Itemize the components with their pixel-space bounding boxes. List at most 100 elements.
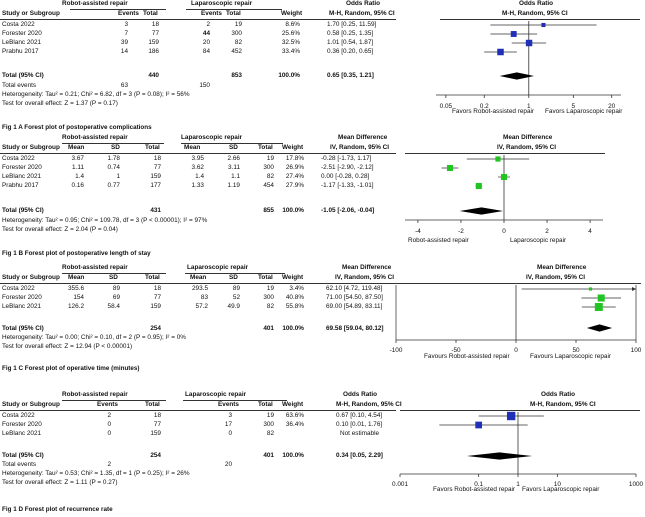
total-1: 77 (153, 421, 161, 428)
mean-1: 154 (73, 294, 84, 301)
total-1: 18 (153, 285, 161, 292)
total-2: 452 (231, 48, 242, 55)
group1-header: Robot-assisted repair (62, 264, 128, 271)
study-marker (497, 48, 504, 56)
panel-d: Robot-assisted repair Laparoscopic repai… (0, 391, 645, 506)
events-2: 2 (206, 21, 210, 28)
total-2: 454 (263, 182, 274, 189)
total-n1: 254 (150, 452, 161, 459)
axis-tick-label: 20 (608, 103, 616, 110)
group1-header: Robot-assisted repair (62, 391, 128, 398)
effect-ci: -2.51 [-2.90, -2.12] (321, 164, 374, 171)
mean-1: 3.67 (71, 155, 84, 162)
weight: 27.4% (285, 173, 304, 180)
total-1: 77 (151, 30, 159, 37)
axis-tick-label: 5 (572, 103, 576, 110)
sd-1: 69 (112, 294, 120, 301)
total-2: 300 (263, 164, 274, 171)
total-label: Total (95% CI) (2, 72, 44, 79)
events-2: 44 (202, 30, 210, 37)
total-1: 159 (148, 39, 159, 46)
axis-tick-label: 0 (514, 347, 518, 354)
effect-ci: 1.01 [0.54, 1.87] (327, 39, 374, 46)
overall-effect-text: Test for overall effect: Z = 1.37 (P = 0… (2, 100, 118, 107)
total-weight: 100.0% (282, 207, 304, 214)
pooled-diamond (466, 452, 533, 460)
total-n2: 853 (231, 72, 242, 79)
events-1: 3 (124, 21, 128, 28)
heterogeneity-text: Heterogeneity: Tau² = 0.53; Chi² = 1.35,… (2, 470, 190, 477)
sd-1: 1 (116, 173, 120, 180)
effect-subheader: M-H, Random, 95% CI (336, 401, 402, 408)
events-1: 14 (120, 48, 128, 55)
events-2: 20 (202, 39, 210, 46)
total-1: 186 (148, 48, 159, 55)
sd-1: 89 (112, 285, 120, 292)
total-2: 19 (266, 412, 274, 419)
heterogeneity-text: Heterogeneity: Tau² = 0.00; Chi² = 0.10,… (2, 334, 186, 341)
favors-left: Favors Robot-assisted repair (452, 108, 535, 115)
plot-subheader: M-H, Random, 95% CI (530, 401, 596, 408)
axis-tick-label: 1000 (629, 481, 644, 488)
mean-1: 0.16 (71, 182, 84, 189)
study-marker (588, 287, 593, 291)
study-marker (594, 303, 603, 311)
col-study: Study or Subgroup (2, 401, 60, 408)
study-name: Prabhu 2017 (2, 48, 39, 55)
total-events-label: Total events (2, 461, 37, 468)
plot-header: Mean Difference (503, 134, 553, 141)
effect-subheader: M-H, Random, 95% CI (329, 10, 395, 17)
favors-right: Favors Laparoscopic repair (545, 108, 623, 115)
total-1: 159 (150, 430, 161, 437)
study-marker (475, 182, 482, 190)
col-mean-2: Mean (190, 274, 207, 281)
effect-ci: Not estimable (340, 430, 380, 437)
effect-header: Mean Difference (338, 134, 388, 141)
effect-ci: -0.28 [-1.73, 1.17] (321, 155, 372, 162)
plot-header: Mean Difference (537, 264, 587, 271)
study-name: Costa 2022 (2, 155, 35, 162)
axis-tick-label: 0 (502, 228, 506, 235)
total-label: Total (95% CI) (2, 325, 44, 332)
favors-left: Favors Robot-assisted repair (433, 486, 516, 493)
total-weight: 100.0% (278, 72, 300, 79)
total-2: 300 (231, 30, 242, 37)
effect-ci: 71.00 [54.50, 87.50] (326, 294, 383, 301)
study-marker (597, 294, 605, 302)
events-2: 3 (228, 412, 232, 419)
col-events-1: Events (118, 10, 139, 17)
effect-subheader: IV, Random, 95% CI (335, 274, 395, 281)
axis-tick-label: 0.2 (480, 103, 489, 110)
events-1: 2 (107, 412, 111, 419)
effect-header: Odds Ratio (343, 391, 378, 398)
study-name: LeBlanc 2021 (2, 39, 42, 46)
axis-tick-label: 1 (516, 481, 520, 488)
events-1: 39 (120, 39, 128, 46)
events-1: 0 (107, 421, 111, 428)
effect-subheader: IV, Random, 95% CI (330, 144, 390, 151)
panel-a: Robot-assisted repair Laparoscopic repai… (0, 0, 645, 118)
mean-2: 83 (200, 294, 208, 301)
plot-subheader: IV, Random, 95% CI (526, 274, 586, 281)
effect-ci: 0.67 [0.10, 4.54] (336, 412, 383, 419)
axis-tick-label: 50 (572, 347, 580, 354)
plot-subheader: IV, Random, 95% CI (497, 144, 557, 151)
total-1: 159 (150, 173, 161, 180)
axis-tick-label: 4 (588, 228, 592, 235)
mean-1: 1.11 (72, 164, 84, 171)
col-total-1: Total (145, 274, 160, 281)
events-2: 84 (202, 48, 210, 55)
total-ci: 0.65 [0.35, 1.21] (327, 72, 374, 79)
axis-tick-label: 1 (527, 103, 531, 110)
pooled-diamond (459, 207, 504, 215)
col-sd-1: SD (111, 144, 120, 151)
weight: 17.8% (285, 155, 304, 162)
study-marker (446, 164, 453, 172)
ci-arrow (632, 287, 636, 291)
study-marker (495, 156, 501, 162)
study-name: Costa 2022 (2, 285, 35, 292)
sd-1: 0.77 (107, 182, 120, 189)
total-n1: 440 (148, 72, 159, 79)
weight: 63.6% (285, 412, 304, 419)
study-marker (500, 173, 508, 181)
